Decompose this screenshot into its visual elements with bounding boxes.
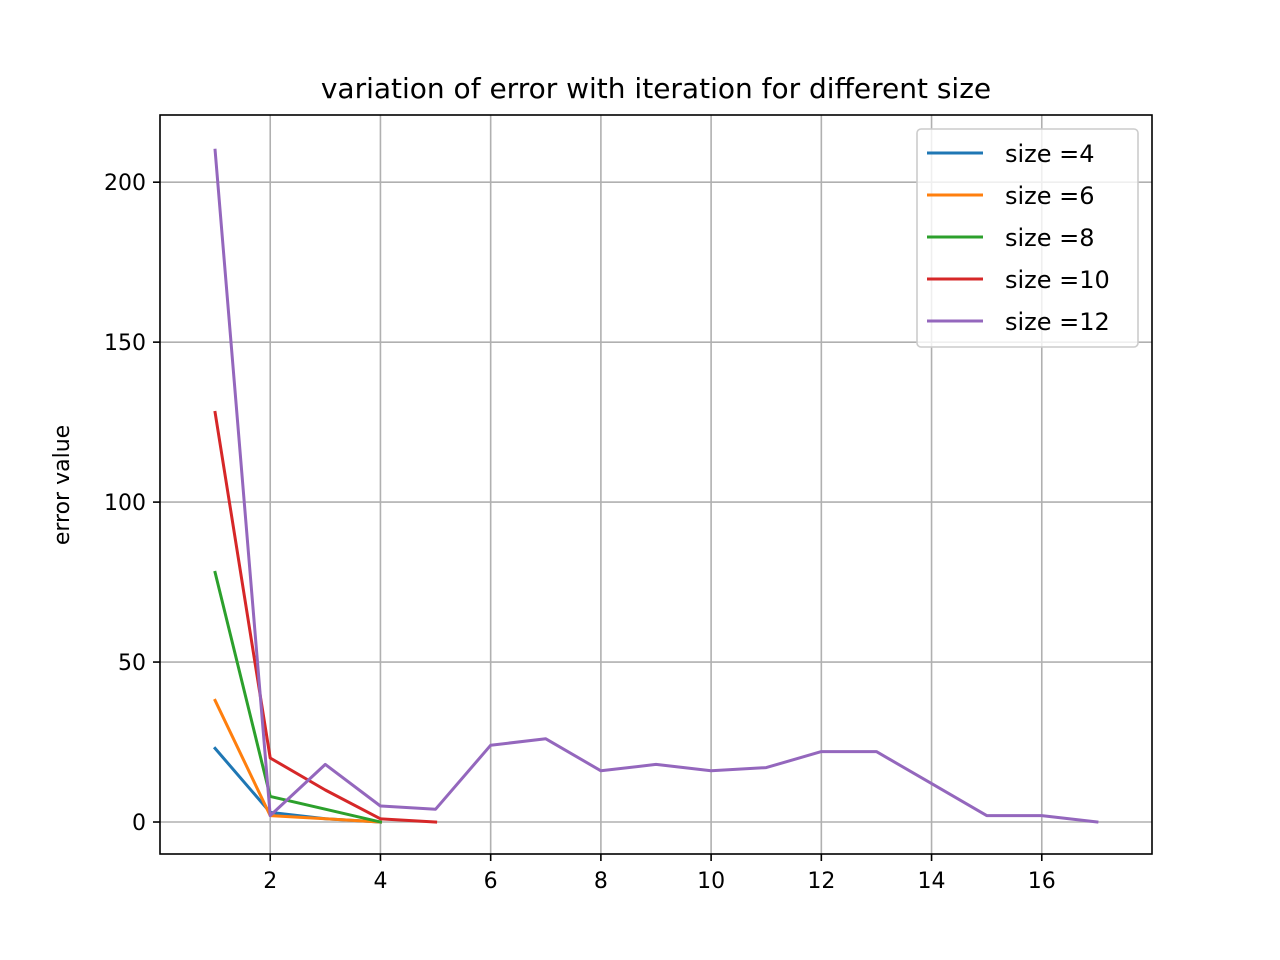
legend-label: size =4: [1005, 140, 1095, 168]
x-tick-label: 10: [697, 869, 725, 894]
legend-label: size =12: [1005, 308, 1110, 336]
x-tick-label: 6: [484, 869, 498, 894]
legend-label: size =10: [1005, 266, 1110, 294]
x-tick-label: 2: [263, 869, 277, 894]
x-tick-label: 14: [918, 869, 946, 894]
series-line-2: [213, 570, 383, 824]
plot-frame: [159, 114, 1153, 855]
chart-title: variation of error with iteration for di…: [321, 72, 991, 105]
y-axis-ticks: 0 50 100 150 200: [104, 171, 160, 836]
series-line-4: [213, 148, 1099, 824]
legend: size =4 size =6 size =8 size =10 size =12: [916, 128, 1139, 348]
y-tick-label: 200: [104, 171, 146, 196]
series-line-3: [213, 410, 438, 824]
y-tick-label: 50: [118, 651, 146, 676]
legend-label: size =6: [1005, 182, 1095, 210]
legend-label: size =8: [1005, 224, 1095, 252]
x-tick-label: 4: [373, 869, 387, 894]
y-axis-label: error value: [50, 425, 75, 545]
series-lines: [212, 148, 1099, 824]
y-tick-label: 100: [104, 491, 146, 516]
x-tick-label: 12: [807, 869, 835, 894]
legend-box: [916, 128, 1139, 348]
x-tick-label: 16: [1028, 869, 1056, 894]
y-tick-label: 0: [132, 811, 146, 836]
x-axis-ticks: 2 4 6 8 10 12 14 16: [263, 854, 1056, 894]
y-tick-label: 150: [104, 331, 146, 356]
series-line-1: [213, 698, 382, 824]
x-tick-label: 8: [594, 869, 608, 894]
